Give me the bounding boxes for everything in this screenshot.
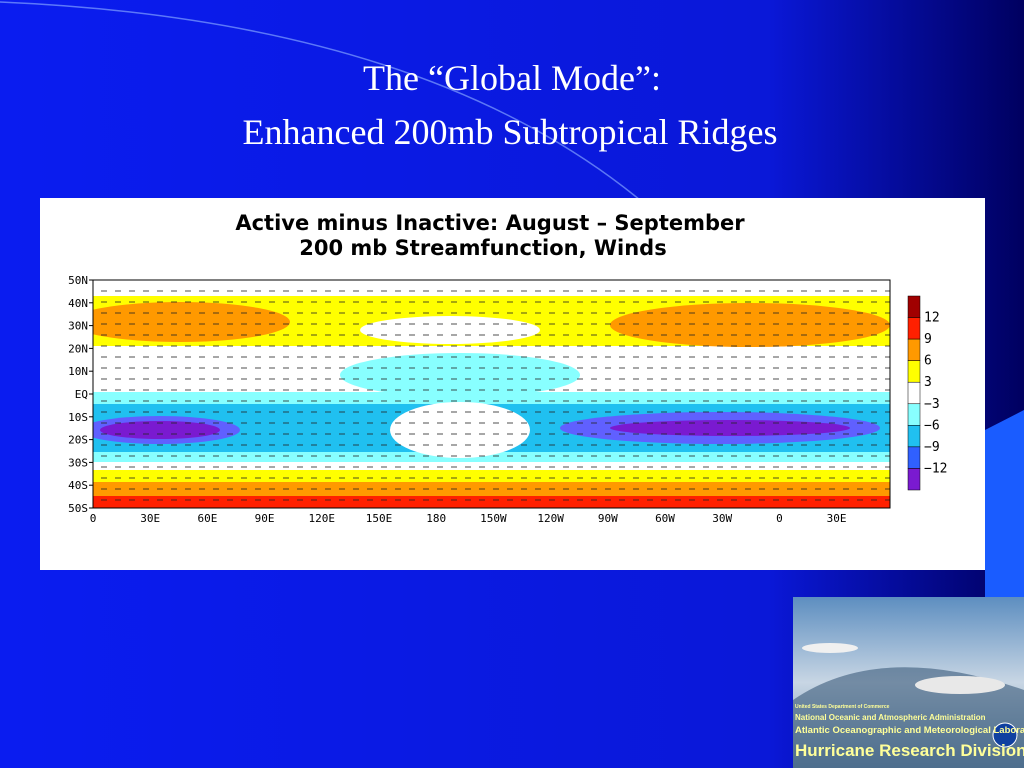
- slide-title: Enhanced 200mb Subtropical Ridges: [243, 112, 778, 152]
- longitude-label: 90W: [598, 512, 618, 525]
- legend-label: 12: [924, 311, 940, 326]
- longitude-label: 0: [776, 512, 783, 525]
- legend-swatch: [907, 446, 921, 469]
- legend-swatch: [907, 295, 921, 318]
- legend-label: 3: [924, 375, 932, 390]
- longitude-labels: 0 30E 60E 90E 120E 150E 180 150W 120W 90W 60W 30W 0 3…: [90, 512, 847, 525]
- legend: 12 9 6 3 −3 −6 −9 −12: [907, 295, 947, 491]
- longitude-label: 90E: [255, 512, 275, 525]
- latitude-label: 50N: [68, 274, 88, 287]
- legend-swatch: [907, 468, 921, 491]
- logo: United States Department of Commerce Nat…: [793, 597, 1024, 768]
- legend-swatch: [907, 317, 921, 340]
- decor-curve: [0, 1, 641, 201]
- legend-label: 9: [924, 332, 932, 347]
- longitude-label: 150E: [366, 512, 393, 525]
- legend-label: −12: [924, 461, 947, 476]
- longitude-label: 30E: [827, 512, 847, 525]
- legend-label: −3: [924, 397, 940, 412]
- figure-title: Active minus Inactive: August – Septembe…: [235, 211, 745, 235]
- logo-text: United States Department of Commerce: [795, 704, 890, 710]
- latitude-labels: 50N 40N 30N 20N 10N EQ 10S 20S 30S 40S 50S: [68, 274, 93, 515]
- slide-title: The “Global Mode”:: [363, 58, 661, 98]
- legend-label: −9: [924, 440, 940, 455]
- latitude-label: 40N: [68, 297, 88, 310]
- latitude-label: 20N: [68, 342, 88, 355]
- latitude-label: 20S: [68, 434, 88, 447]
- legend-swatch: [907, 425, 921, 448]
- longitude-label: 60W: [655, 512, 675, 525]
- longitude-label: 150W: [480, 512, 507, 525]
- latitude-label: 30S: [68, 456, 88, 469]
- legend-label: 6: [924, 354, 932, 369]
- logo-title: Hurricane Research Division: [795, 741, 1024, 760]
- logo-text: National Oceanic and Atmospheric Adminis…: [795, 713, 986, 722]
- logo-text: Atlantic Oceanographic and Meteorologica…: [795, 725, 1024, 736]
- longitude-label: 0: [90, 512, 97, 525]
- latitude-label: 50S: [68, 502, 88, 515]
- latitude-label: 40S: [68, 479, 88, 492]
- longitude-label: 30W: [712, 512, 732, 525]
- legend-label: −6: [924, 418, 940, 433]
- latitude-label: 30N: [68, 320, 88, 333]
- longitude-label: 120W: [537, 512, 564, 525]
- longitude-label: 60E: [197, 512, 217, 525]
- legend-swatch: [907, 381, 921, 405]
- latitude-label: 10N: [68, 365, 88, 378]
- longitude-label: 30E: [140, 512, 160, 525]
- legend-swatch: [907, 360, 921, 383]
- map: [93, 280, 890, 508]
- legend-swatch: [907, 403, 921, 426]
- figure-title: 200 mb Streamfunction, Winds: [299, 236, 666, 260]
- legend-swatch: [907, 338, 921, 361]
- longitude-label: 180: [426, 512, 446, 525]
- latitude-label: EQ: [75, 388, 88, 401]
- latitude-label: 10S: [68, 411, 88, 424]
- longitude-label: 120E: [309, 512, 336, 525]
